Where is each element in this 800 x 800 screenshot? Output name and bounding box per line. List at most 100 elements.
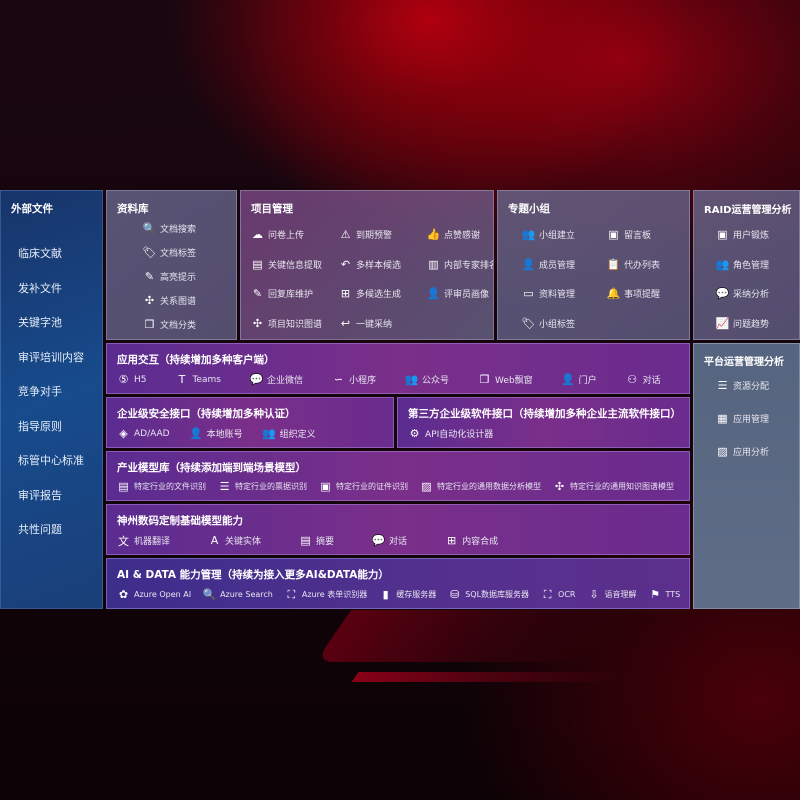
item-platform[interactable]: ▨ 应用分析	[716, 445, 769, 458]
item-label: 角色管理	[733, 260, 770, 271]
item-project[interactable]: ↩ 一键采纳	[339, 317, 392, 330]
external-item[interactable]: 临床文献	[18, 247, 62, 260]
item-raid[interactable]: ▣ 用户锻炼	[716, 228, 769, 241]
item-group[interactable]: 📋 代办列表	[607, 258, 660, 271]
item-label: 小组标签	[539, 319, 576, 330]
external-files-panel: 外部文件 临床文献发补文件关键字池审评培训内容 竞争对手指导原则标管中心标准 审评报…	[0, 190, 103, 609]
external-item[interactable]: 审评报告	[18, 488, 62, 502]
item-library[interactable]: 🔍 文档搜索	[143, 222, 196, 235]
item-security[interactable]: ◈ AD/AAD	[117, 427, 169, 440]
item-base[interactable]: 💬 对话	[372, 534, 407, 547]
item-project[interactable]: ▤ 关键信息提取	[251, 258, 322, 271]
item-base[interactable]: ⊞ 内容合成	[445, 534, 498, 547]
id-card-icon: ▣	[717, 228, 728, 241]
item-label: 组织定义	[279, 430, 316, 440]
item-library[interactable]: 🏷 文档标签	[143, 246, 197, 259]
item-project[interactable]: ↶ 多样本候选	[339, 258, 401, 271]
item-ai[interactable]: ⚑ TTS	[649, 588, 681, 601]
item-app[interactable]: 💬 企业微信	[250, 373, 303, 386]
panel-title: 外部文件	[11, 203, 53, 215]
item-group[interactable]: ▣ 留言板	[607, 228, 651, 241]
item-group[interactable]: 🏷 小组标签	[522, 317, 576, 330]
item-thirdparty[interactable]: ⚙ API自动化设计器	[408, 427, 494, 440]
item-ai[interactable]: ⛶ Azure 表单识别器	[285, 588, 368, 601]
item-industry[interactable]: ✣ 特定行业的通用知识图谱模型	[553, 480, 674, 493]
external-item[interactable]: 审评培训内容	[18, 350, 84, 364]
external-item[interactable]: 关键字池	[18, 316, 62, 329]
translate-icon: 文	[118, 534, 129, 548]
item-label: 内部专家排名	[444, 260, 494, 271]
item-ai[interactable]: ▮ 缓存服务器	[379, 588, 437, 601]
item-ai[interactable]: 🔍 Azure Search	[203, 588, 273, 601]
item-label: 关键实体	[225, 537, 262, 547]
item-label: 特定行业的通用数据分析模型	[437, 482, 541, 491]
item-project[interactable]: ✣ 项目知识图谱	[251, 317, 322, 330]
item-ai[interactable]: ✿ Azure Open AI	[117, 588, 191, 601]
item-security[interactable]: 👥 组织定义	[262, 427, 316, 440]
item-industry[interactable]: ▨ 特定行业的通用数据分析模型	[420, 480, 541, 493]
item-library[interactable]: ✣ 关系图谱	[143, 294, 196, 307]
chat-icon: 💬	[371, 534, 386, 547]
item-base[interactable]: ▤ 摘要	[299, 534, 334, 547]
item-project[interactable]: ⚠ 到期预警	[339, 228, 392, 241]
item-label: 应用管理	[733, 415, 770, 425]
item-app[interactable]: ❐ Web飘窗	[478, 373, 533, 386]
item-label: Azure 表单识别器	[301, 590, 368, 599]
item-project[interactable]: ▥ 内部专家排名	[427, 258, 494, 271]
item-app[interactable]: ⑤ H5	[117, 373, 147, 386]
item-industry[interactable]: ☰ 特定行业的票据识别	[218, 480, 307, 493]
item-group[interactable]: 🔔 事项提醒	[607, 287, 660, 300]
item-project[interactable]: 👤 评审员画像	[427, 287, 489, 300]
item-raid[interactable]: 📈 问题趋势	[716, 317, 769, 330]
item-industry[interactable]: ▤ 特定行业的文件识别	[117, 480, 206, 493]
file-icon: ▤	[118, 480, 129, 493]
panel-title: 项目管理	[251, 203, 293, 215]
external-item[interactable]: 竞争对手	[18, 385, 62, 398]
item-label: 问卷上传	[268, 231, 305, 241]
cloud-upload-icon: ☁	[252, 228, 263, 241]
item-security[interactable]: 👤 本地账号	[189, 427, 242, 440]
documents-icon: ❐	[144, 318, 155, 331]
item-ai[interactable]: ⛶ OCR	[541, 588, 576, 601]
item-label: TTS	[665, 590, 681, 599]
item-app[interactable]: T Teams	[176, 373, 221, 386]
item-label: 回复库维护	[268, 290, 314, 300]
item-project[interactable]: 👍 点赞感谢	[427, 228, 480, 241]
item-label: 用户锻炼	[733, 231, 770, 241]
item-base[interactable]: 文机器翻译	[117, 534, 170, 548]
item-group[interactable]: 👤 成员管理	[522, 258, 575, 271]
item-label: 一键采纳	[356, 319, 393, 330]
item-app[interactable]: 👥 公众号	[405, 373, 449, 386]
external-item[interactable]: 共性问题	[18, 523, 62, 536]
external-item[interactable]: 发补文件	[18, 281, 62, 295]
ad-icon: ◈	[119, 427, 128, 440]
item-app[interactable]: ⚇ 对话	[626, 373, 660, 386]
item-library[interactable]: ❐ 文档分类	[143, 318, 196, 331]
item-group[interactable]: ▭ 资料管理	[522, 287, 575, 300]
item-project[interactable]: ⊞ 多候选生成	[339, 287, 401, 300]
item-ai[interactable]: ⇩ 语音理解	[588, 588, 636, 601]
external-item[interactable]: 指导原则	[18, 419, 62, 433]
item-ai[interactable]: ⛁ SQL数据库服务器	[448, 588, 529, 601]
item-project[interactable]: ✎ 回复库维护	[251, 287, 313, 300]
external-item[interactable]: 标管中心标准	[18, 454, 84, 467]
item-library[interactable]: ✎ 高亮提示	[143, 270, 196, 283]
users-icon: 👥	[521, 228, 536, 241]
item-raid[interactable]: 👥 角色管理	[716, 258, 769, 271]
item-app[interactable]: ∽ 小程序	[332, 373, 376, 386]
project-panel: 项目管理 ☁ 问卷上传 ⚠ 到期预警 👍 点赞感谢 ▤ 关键信息提取 ↶ 多样本候选 ▥ 内部专家排名…	[240, 190, 494, 340]
item-platform[interactable]: ☰ 资源分配	[716, 379, 769, 392]
item-base[interactable]: A 关键实体	[208, 534, 261, 547]
panel-title: 应用交互（持续增加多种客户端）	[117, 354, 275, 366]
item-project[interactable]: ☁ 问卷上传	[251, 228, 304, 241]
app-interaction-panel: 应用交互（持续增加多种客户端） ⑤ H5 T Teams 💬 企业微信 ∽ 小程序 👥 公众号 ❐ W…	[106, 343, 690, 394]
item-label: 文档搜索	[160, 225, 197, 235]
item-group[interactable]: 👥 小组建立	[522, 228, 575, 241]
item-industry[interactable]: ▣ 特定行业的证件识别	[319, 480, 408, 493]
item-platform[interactable]: ▦ 应用管理	[716, 412, 769, 425]
window-icon: ❐	[479, 373, 490, 386]
item-raid[interactable]: 💬 采纳分析	[716, 287, 769, 300]
qa-icon: 💬	[715, 287, 730, 300]
panel-title: 第三方企业级软件接口（持续增加多种企业主流软件接口）	[408, 408, 681, 420]
item-app[interactable]: 👤 门户	[561, 373, 596, 386]
